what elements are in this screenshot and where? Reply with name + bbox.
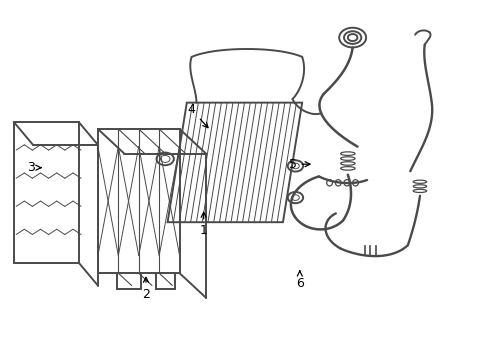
Text: 1: 1: [199, 212, 207, 238]
Text: 2: 2: [142, 277, 150, 301]
Text: 6: 6: [295, 271, 303, 290]
Text: 4: 4: [187, 103, 207, 128]
Text: 5: 5: [288, 158, 309, 171]
Text: 3: 3: [27, 161, 41, 174]
